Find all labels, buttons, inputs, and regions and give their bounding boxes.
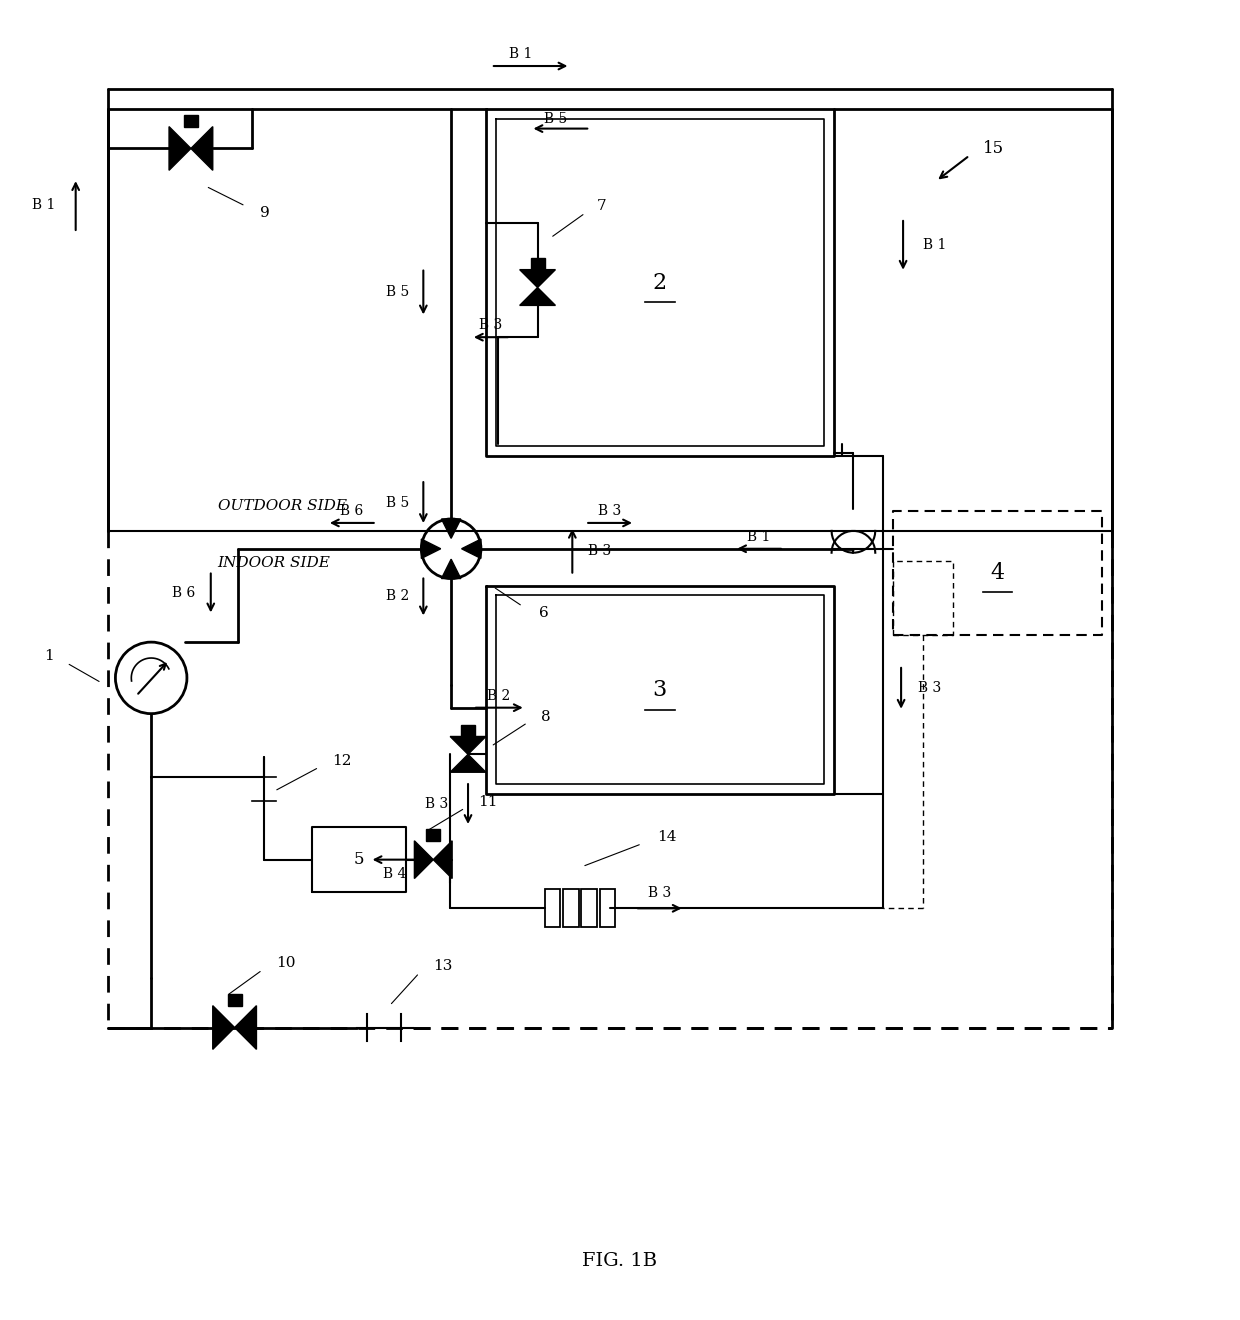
Text: 7: 7 [598, 199, 606, 213]
Text: 3: 3 [652, 678, 667, 701]
Text: B 4: B 4 [383, 866, 407, 880]
Text: 8: 8 [541, 710, 551, 723]
Polygon shape [450, 754, 486, 772]
Text: B 6: B 6 [340, 504, 363, 517]
Text: FIG. 1B: FIG. 1B [583, 1251, 657, 1270]
Polygon shape [433, 841, 453, 879]
Bar [546, 890, 560, 927]
Text: 14: 14 [657, 830, 676, 843]
Text: B 3: B 3 [918, 681, 941, 694]
Bar [184, 115, 198, 127]
Text: 2: 2 [652, 272, 667, 293]
Text: B 3: B 3 [588, 544, 611, 558]
Bar [582, 890, 596, 927]
Text: 15: 15 [982, 140, 1003, 157]
Text: 10: 10 [277, 956, 296, 970]
Polygon shape [191, 127, 213, 170]
Bar [531, 257, 544, 269]
Text: B 2: B 2 [386, 590, 409, 603]
Polygon shape [169, 127, 191, 170]
Polygon shape [441, 560, 461, 578]
Text: B 1: B 1 [32, 198, 56, 213]
Text: B 5: B 5 [544, 112, 567, 125]
Polygon shape [234, 1006, 257, 1049]
Text: B 1: B 1 [923, 238, 946, 252]
Polygon shape [213, 1006, 234, 1049]
Text: B 1: B 1 [508, 48, 532, 61]
Polygon shape [414, 841, 433, 879]
Text: B 5: B 5 [386, 496, 409, 510]
Bar [461, 725, 475, 737]
Text: B 3: B 3 [649, 887, 671, 900]
Text: 11: 11 [477, 795, 497, 809]
Polygon shape [450, 737, 486, 754]
Text: B 5: B 5 [386, 285, 409, 300]
Text: 12: 12 [332, 754, 351, 768]
Bar [228, 994, 242, 1006]
Polygon shape [461, 539, 481, 558]
Polygon shape [520, 269, 556, 288]
Text: 1: 1 [45, 649, 53, 663]
Text: B 1: B 1 [748, 529, 771, 544]
Text: 6: 6 [538, 606, 548, 620]
Text: B 3: B 3 [425, 797, 448, 810]
Bar [427, 829, 440, 841]
Text: 13: 13 [433, 958, 453, 973]
Polygon shape [520, 288, 556, 305]
Text: B 3: B 3 [479, 318, 502, 333]
Text: OUTDOOR SIDE: OUTDOOR SIDE [218, 499, 347, 513]
Bar [600, 890, 615, 927]
Text: INDOOR SIDE: INDOOR SIDE [218, 556, 331, 570]
Polygon shape [441, 519, 461, 539]
Text: 9: 9 [260, 206, 270, 220]
Text: B 3: B 3 [599, 504, 621, 517]
Text: B 6: B 6 [171, 586, 195, 601]
Bar [563, 890, 579, 927]
Polygon shape [422, 539, 440, 558]
Text: 4: 4 [991, 561, 1004, 583]
Text: B 2: B 2 [487, 689, 511, 702]
Text: 5: 5 [353, 851, 365, 869]
